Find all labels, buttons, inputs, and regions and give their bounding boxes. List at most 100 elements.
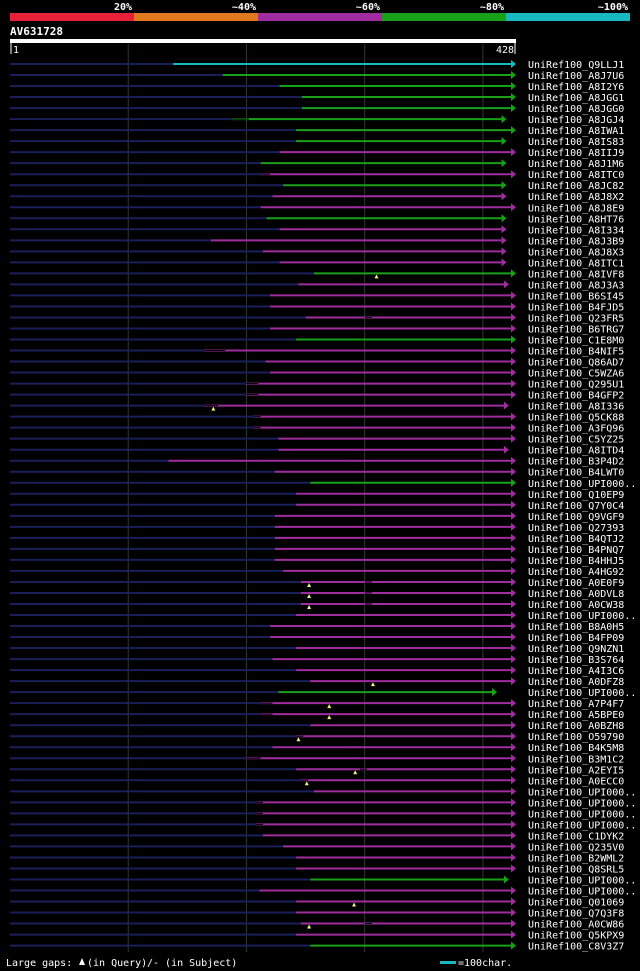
hit-row[interactable]: UniRef100_A8J1M6 — [10, 159, 624, 170]
hit-label[interactable]: UniRef100_A8HT76 — [528, 214, 624, 225]
hit-label[interactable]: UniRef100_A8J1M6 — [528, 159, 624, 170]
hit-label[interactable]: UniRef100_Q9LLJ1 — [528, 60, 624, 71]
hit-row[interactable]: UniRef100_B4QTJ2 — [10, 533, 624, 545]
hit-row[interactable]: UniRef100_A8J7U6 — [10, 71, 624, 82]
hit-row[interactable]: UniRef100_B2WML2 — [10, 853, 624, 864]
hit-row[interactable]: UniRef100_B3P4D2 — [10, 456, 624, 468]
hit-row[interactable]: UniRef100_A5BPE0 — [10, 710, 624, 721]
hit-row[interactable]: UniRef100_Q295U1 — [10, 379, 624, 391]
hit-label[interactable]: UniRef100_A8J8X3 — [528, 247, 624, 258]
hit-label[interactable]: UniRef100_Q9NZN1 — [528, 644, 624, 655]
hit-row[interactable]: UniRef100_A8IS83 — [10, 137, 624, 148]
hit-row[interactable]: UniRef100_A8IIJ9 — [10, 148, 624, 159]
hit-row[interactable]: UniRef100_Q7Y0C4 — [10, 500, 624, 512]
hit-label[interactable]: UniRef100_UPI000.. — [528, 820, 636, 831]
hit-label[interactable]: UniRef100_A8I336 — [528, 402, 624, 413]
hit-row[interactable]: UniRef100_C5YZ25 — [10, 434, 624, 446]
hit-label[interactable]: UniRef100_B4NIF5 — [528, 347, 624, 358]
hit-label[interactable]: UniRef100_Q7Q3F8 — [528, 909, 624, 920]
hit-row[interactable]: UniRef100_C8V3Z7 — [10, 941, 624, 953]
hit-label[interactable]: UniRef100_A8J8E9 — [528, 203, 624, 214]
hit-row[interactable]: UniRef100_O59790 — [10, 732, 624, 743]
hit-label[interactable]: UniRef100_B4LWT0 — [528, 468, 624, 479]
hit-row[interactable]: UniRef100_A8I334 — [10, 225, 624, 236]
hit-row[interactable]: UniRef100_C1E8M0 — [10, 335, 624, 347]
hit-label[interactable]: UniRef100_C1DYK2 — [528, 831, 624, 842]
hit-row[interactable]: UniRef100_Q9LLJ1 — [10, 60, 624, 71]
hit-label[interactable]: UniRef100_UPI000.. — [528, 887, 636, 898]
hit-row[interactable]: UniRef100_A3FQ96 — [10, 423, 624, 435]
hit-row[interactable]: UniRef100_Q9VGF9 — [10, 511, 624, 523]
hit-label[interactable]: UniRef100_A8IVF8 — [528, 269, 624, 280]
hit-row[interactable]: UniRef100_UPI000.. — [10, 478, 636, 490]
hit-label[interactable]: UniRef100_A5BPE0 — [528, 710, 624, 721]
hit-row[interactable]: UniRef100_UPI000.. — [10, 611, 636, 622]
hit-row[interactable]: UniRef100_A8HT76 — [10, 214, 624, 225]
hit-label[interactable]: UniRef100_UPI000.. — [528, 787, 636, 798]
hit-label[interactable]: UniRef100_A0CW86 — [528, 920, 624, 931]
hit-label[interactable]: UniRef100_A3FQ96 — [528, 424, 624, 435]
hit-row[interactable]: UniRef100_A8JC82 — [10, 181, 624, 192]
hit-label[interactable]: UniRef100_Q27393 — [528, 523, 624, 534]
hit-label[interactable]: UniRef100_A8ITC0 — [528, 170, 624, 181]
hit-row[interactable]: UniRef100_Q235V0 — [10, 842, 624, 853]
hit-label[interactable]: UniRef100_A8JGJ4 — [528, 115, 624, 126]
hit-row[interactable]: UniRef100_UPI000.. — [10, 688, 636, 699]
hit-label[interactable]: UniRef100_B6TRG7 — [528, 324, 624, 335]
hit-row[interactable]: UniRef100_UPI000.. — [10, 886, 636, 898]
hit-label[interactable]: UniRef100_O59790 — [528, 732, 624, 743]
hit-row[interactable]: UniRef100_B4K5M8 — [10, 743, 624, 754]
hit-label[interactable]: UniRef100_A8JGG0 — [528, 104, 624, 115]
hit-label[interactable]: UniRef100_UPI000.. — [528, 479, 636, 490]
hit-label[interactable]: UniRef100_UPI000.. — [528, 798, 636, 809]
hit-row[interactable]: UniRef100_A8JGG1 — [10, 93, 624, 104]
hit-row[interactable]: UniRef100_A8IVF8 — [10, 269, 624, 280]
hit-label[interactable]: UniRef100_B2WML2 — [528, 853, 624, 864]
hit-label[interactable]: UniRef100_B4K5M8 — [528, 743, 624, 754]
hit-row[interactable]: UniRef100_Q5KPX9 — [10, 930, 624, 942]
hit-label[interactable]: UniRef100_Q8SRL5 — [528, 864, 624, 875]
hit-label[interactable]: UniRef100_Q235V0 — [528, 842, 624, 853]
hit-label[interactable]: UniRef100_A8IIJ9 — [528, 148, 624, 159]
hit-row[interactable]: UniRef100_B4FJD5 — [10, 302, 624, 313]
hit-row[interactable]: UniRef100_UPI000.. — [10, 820, 636, 831]
hit-row[interactable]: UniRef100_C5WZA6 — [10, 368, 624, 380]
hit-label[interactable]: UniRef100_Q23FR5 — [528, 313, 624, 324]
hit-row[interactable]: UniRef100_A4HG92 — [10, 566, 624, 578]
hit-label[interactable]: UniRef100_C8V3Z7 — [528, 942, 624, 953]
hit-row[interactable]: UniRef100_B4HHJ5 — [10, 555, 624, 567]
hit-row[interactable]: UniRef100_A8J3A3 — [10, 280, 624, 291]
hit-row[interactable]: UniRef100_Q23FR5 — [10, 313, 624, 324]
hit-row[interactable]: UniRef100_Q8SRL5 — [10, 864, 624, 875]
hit-row[interactable]: UniRef100_B8A0H5 — [10, 622, 624, 633]
hit-row[interactable]: UniRef100_B4FP09 — [10, 633, 624, 644]
hit-row[interactable]: UniRef100_UPI000.. — [10, 809, 636, 820]
hit-label[interactable]: UniRef100_A4HG92 — [528, 567, 624, 578]
hit-label[interactable]: UniRef100_B3M1C2 — [528, 754, 624, 765]
hit-label[interactable]: UniRef100_B3S764 — [528, 655, 624, 666]
hit-row[interactable]: UniRef100_A4I3C6 — [10, 666, 624, 677]
hit-label[interactable]: UniRef100_A0DFZ8 — [528, 677, 624, 688]
hit-label[interactable]: UniRef100_A8IWA1 — [528, 126, 624, 137]
hit-label[interactable]: UniRef100_B4FP09 — [528, 633, 624, 644]
hit-row[interactable]: UniRef100_B6SI45 — [10, 291, 624, 302]
hit-label[interactable]: UniRef100_Q5CK88 — [528, 413, 624, 424]
hit-label[interactable]: UniRef100_A8JC82 — [528, 181, 624, 192]
hit-row[interactable]: UniRef100_Q10EP9 — [10, 489, 624, 501]
hit-row[interactable]: UniRef100_B6TRG7 — [10, 324, 624, 335]
hit-row[interactable]: UniRef100_A8J3B9 — [10, 236, 624, 247]
hit-row[interactable]: UniRef100_A8IWA1 — [10, 126, 624, 137]
hit-row[interactable]: UniRef100_Q7Q3F8 — [10, 908, 624, 920]
hit-row[interactable]: UniRef100_A0ECC0 — [10, 776, 624, 787]
hit-label[interactable]: UniRef100_Q5KPX9 — [528, 931, 624, 942]
hit-label[interactable]: UniRef100_A2EYI5 — [528, 765, 624, 776]
hit-label[interactable]: UniRef100_B4PNQ7 — [528, 545, 624, 556]
hit-label[interactable]: UniRef100_UPI000.. — [528, 611, 636, 622]
hit-row[interactable]: UniRef100_A8ITD4 — [10, 445, 624, 457]
hit-row[interactable]: UniRef100_A8JGJ4 — [10, 115, 624, 126]
hit-label[interactable]: UniRef100_B8A0H5 — [528, 622, 624, 633]
hit-label[interactable]: UniRef100_A8J3A3 — [528, 280, 624, 291]
hit-label[interactable]: UniRef100_A8ITC1 — [528, 258, 624, 269]
hit-row[interactable]: UniRef100_A0BZH8 — [10, 721, 624, 732]
hit-label[interactable]: UniRef100_A7P4F7 — [528, 699, 624, 710]
